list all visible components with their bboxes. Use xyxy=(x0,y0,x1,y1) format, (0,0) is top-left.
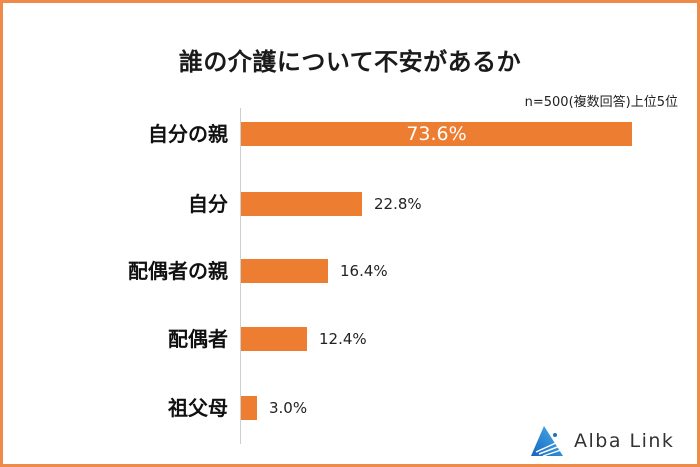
bar xyxy=(241,192,362,216)
value-label: 73.6% xyxy=(406,123,467,145)
bar-row: 祖父母 3.0% xyxy=(0,396,700,420)
bar-row: 配偶者の親 16.4% xyxy=(0,259,700,283)
y-axis-line xyxy=(240,108,241,444)
brand-logo: Alba Link xyxy=(530,424,674,458)
sample-note: n=500(複数回答)上位5位 xyxy=(524,95,678,110)
bar xyxy=(241,327,307,351)
value-label: 3.0% xyxy=(269,399,308,417)
value-label: 12.4% xyxy=(319,330,367,348)
bar xyxy=(241,396,257,420)
triangle-logo-icon xyxy=(531,426,563,457)
value-label: 16.4% xyxy=(340,262,388,280)
bar xyxy=(241,122,632,146)
category-label: 配偶者の親 xyxy=(128,259,228,283)
category-label: 自分 xyxy=(188,192,228,216)
chart-title: 誰の介護について不安があるか xyxy=(178,48,522,76)
brand-name: Alba Link xyxy=(574,430,675,452)
bar-row: 自分 22.8% xyxy=(0,192,700,216)
bar xyxy=(241,259,328,283)
value-label: 22.8% xyxy=(374,195,422,213)
category-label: 配偶者 xyxy=(168,327,228,351)
category-label: 祖父母 xyxy=(168,396,228,420)
bar-row: 配偶者 12.4% xyxy=(0,327,700,351)
category-label: 自分の親 xyxy=(148,122,228,146)
bar-row: 自分の親 73.6% xyxy=(0,122,700,146)
